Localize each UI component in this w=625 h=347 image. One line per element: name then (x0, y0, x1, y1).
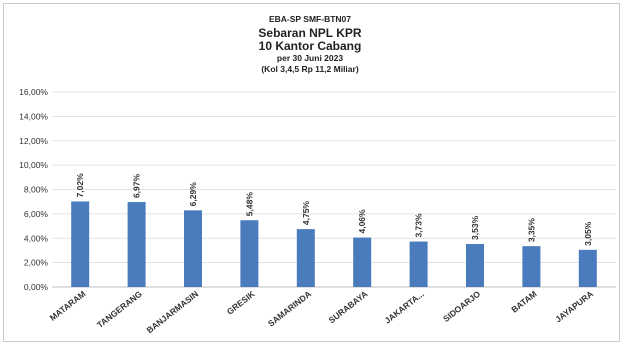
y-tick-label: 4,00% (24, 233, 49, 243)
x-tick-label: JAYAPURA (553, 289, 595, 325)
title-line-4: per 30 Juni 2023 (277, 53, 343, 63)
bar-jakarta (409, 241, 428, 287)
data-label: 3,73% (414, 213, 424, 238)
bar-sidoarjo (466, 243, 484, 287)
x-tick-label: BANJARMASIN (145, 289, 201, 336)
title-line-1: EBA-SP SMF-BTN07 (269, 14, 351, 24)
title-line-5: (Kol 3,4,5 Rp 11,2 Miliar) (261, 64, 358, 74)
y-tick-label: 6,00% (24, 209, 49, 219)
bar-banjarmasin (184, 210, 202, 287)
grid (52, 91, 616, 288)
npl-bar-chart: EBA-SP SMF-BTN07 Sebaran NPL KPR 10 Kant… (19, 14, 616, 335)
y-tick-label: 2,00% (24, 258, 49, 268)
chart-title: EBA-SP SMF-BTN07 Sebaran NPL KPR 10 Kant… (258, 14, 361, 74)
data-label: 5,48% (244, 192, 254, 217)
bar-batam (522, 246, 541, 287)
x-axis-ticks: MATARAM TANGERANG BANJARMASIN GRESIK SAMARIN… (48, 288, 595, 335)
data-label: 4,75% (301, 201, 311, 226)
y-tick-label: 14,00% (19, 111, 48, 121)
x-tick-label: BATAM (509, 289, 538, 315)
x-tick-label: SURABAYA (327, 289, 370, 326)
y-tick-label: 10,00% (19, 160, 48, 170)
bar-surabaya (353, 237, 372, 287)
x-tick-label: SAMARINDA (266, 289, 313, 329)
y-tick-label: 12,00% (19, 136, 48, 146)
x-tick-label: MATARAM (48, 289, 88, 323)
bar-samarinda (296, 229, 315, 287)
data-label: 7,02% (75, 173, 85, 198)
x-tick-label: JAKARTA... (383, 289, 426, 326)
bar-jayapura (578, 249, 597, 287)
data-label: 6,97% (132, 174, 142, 199)
data-label: 3,53% (470, 215, 480, 240)
title-line-2: Sebaran NPL KPR (258, 26, 361, 40)
x-tick-label: TANGERANG (95, 288, 144, 329)
x-tick-label: SIDOARJO (441, 288, 482, 323)
data-labels: 7,02% 6,97% 6,29% 5,48% 4,75% 4,06% 3,73% 3,53%… (75, 173, 593, 246)
data-label: 4,06% (357, 209, 367, 234)
data-label: 3,05% (583, 221, 593, 246)
bar-tangerang (127, 202, 146, 287)
bars (71, 201, 597, 287)
y-tick-label: 8,00% (24, 185, 49, 195)
data-label: 6,29% (188, 182, 198, 207)
y-tick-label: 0,00% (24, 282, 49, 292)
chart-frame: EBA-SP SMF-BTN07 Sebaran NPL KPR 10 Kant… (3, 3, 620, 342)
y-tick-label: 16,00% (19, 87, 48, 97)
y-axis-ticks: 0,00% 2,00% 4,00% 6,00% 8,00% 10,00% 12,00% 14,… (19, 87, 48, 292)
data-label: 3,35% (526, 218, 536, 243)
x-tick-label: GRESIK (225, 288, 258, 316)
title-line-3: 10 Kantor Cabang (259, 39, 362, 53)
bar-mataram (71, 201, 90, 287)
bar-gresik (240, 220, 259, 287)
